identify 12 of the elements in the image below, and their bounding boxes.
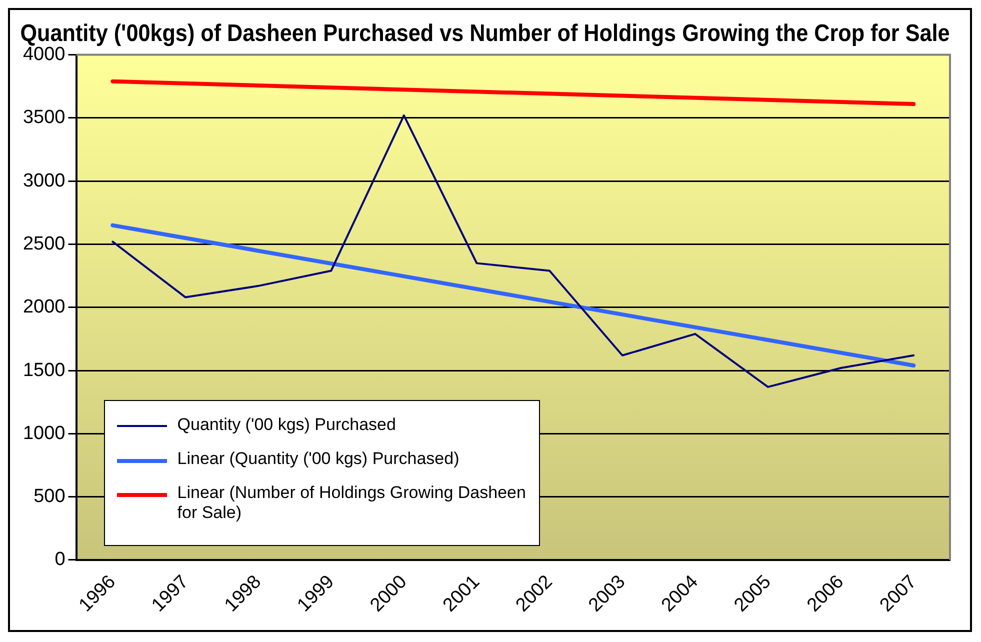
y-tick-label: 3000 (22, 170, 66, 192)
legend-label: Linear (Number of Holdings Growing Dasheen for Sale) (177, 482, 527, 523)
y-tick-label: 500 (34, 486, 66, 508)
legend-label: Quantity ('00 kgs) Purchased (177, 414, 396, 435)
chart-title: Quantity ('00kgs) of Dasheen Purchased vs Number of Holdings Growing the Crop for Sale (20, 18, 950, 46)
y-tick-label: 3500 (22, 107, 66, 128)
y-tick-label: 2000 (22, 296, 66, 318)
legend-label: Linear (Quantity ('00 kgs) Purchased) (177, 448, 460, 469)
y-tick-label: 1500 (22, 360, 66, 381)
y-tick-label: 2500 (22, 233, 66, 254)
y-tick-label: 1000 (22, 422, 66, 444)
y-tick-label: 0 (54, 549, 66, 570)
